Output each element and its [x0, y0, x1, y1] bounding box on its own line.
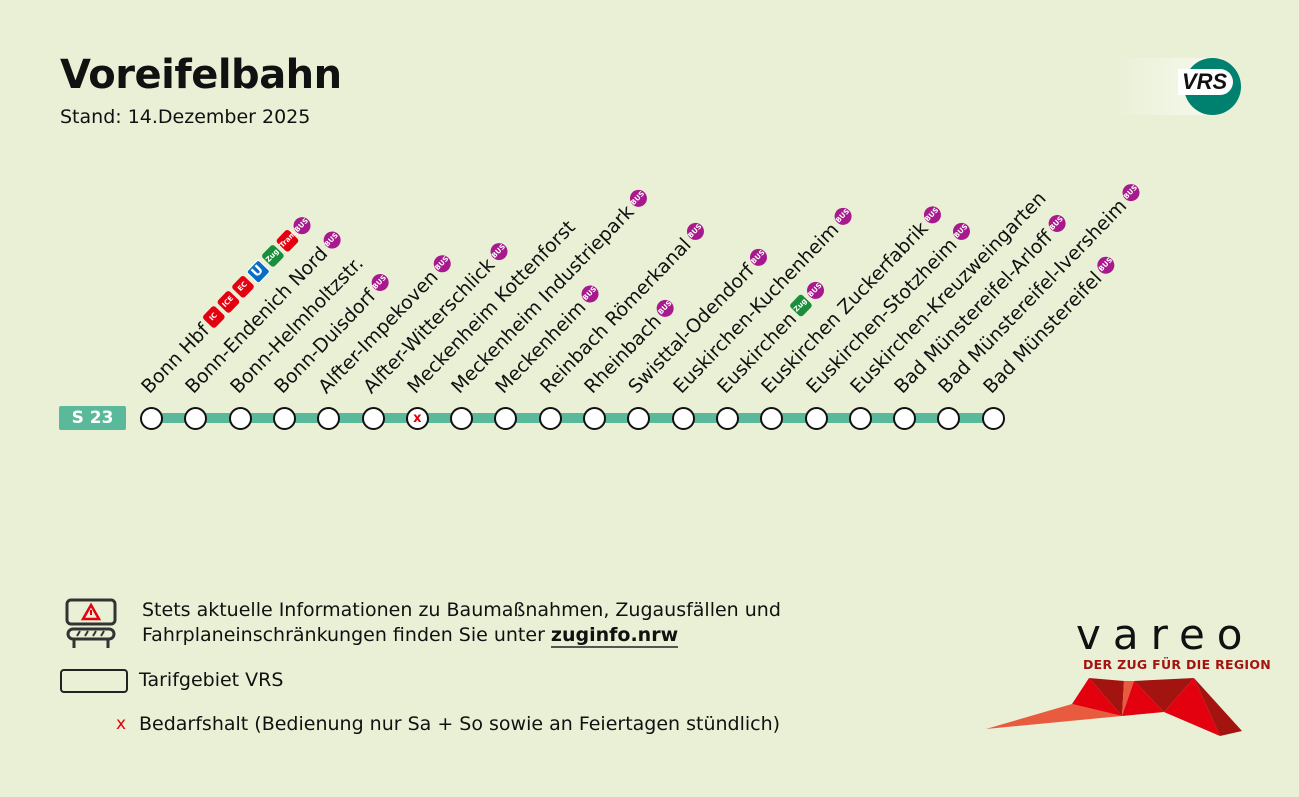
station-stop[interactable]	[893, 407, 917, 430]
station-stop[interactable]	[538, 407, 562, 430]
page-title: Voreifelbahn	[60, 52, 342, 98]
request-stop-symbol: x	[116, 714, 127, 734]
station-stop[interactable]	[272, 407, 296, 430]
info-text: Stets aktuelle Informationen zu Baumaßna…	[142, 598, 781, 648]
bus-icon: BUS	[430, 251, 455, 276]
zuginfo-link[interactable]: zuginfo.nrw	[550, 624, 679, 648]
station-stop[interactable]	[981, 407, 1005, 430]
info-line-2: Fahrplaneinschränkungen finden Sie unter	[142, 624, 551, 646]
vareo-logo: vareo	[1076, 610, 1255, 659]
station-stop[interactable]	[804, 407, 828, 430]
station-stop[interactable]	[494, 407, 518, 430]
station-stop[interactable]	[671, 407, 695, 430]
vareo-tagline: DER ZUG FÜR DIE REGION	[1083, 657, 1272, 672]
station-stop[interactable]	[361, 407, 385, 430]
bus-icon: BUS	[1119, 180, 1144, 205]
station-stop[interactable]	[627, 407, 651, 430]
station-stop[interactable]	[450, 407, 474, 430]
station-stop[interactable]	[937, 407, 961, 430]
route-track	[151, 413, 992, 423]
vrs-logo-text: VRS	[1178, 69, 1234, 95]
info-line-1: Stets aktuelle Informationen zu Baumaßna…	[142, 599, 781, 621]
bus-icon: BUS	[578, 281, 603, 306]
station-stop[interactable]	[184, 407, 208, 430]
request-stop-legend-label: Bedarfshalt (Bedienung nur Sa + So sowie…	[139, 713, 781, 735]
station-stop[interactable]	[140, 407, 163, 430]
vrs-logo: VRS	[1112, 58, 1241, 115]
tarif-zone-symbol	[60, 669, 128, 693]
station-stop[interactable]	[760, 407, 784, 430]
date-subtitle: Stand: 14.Dezember 2025	[60, 106, 311, 128]
station-stop[interactable]	[848, 407, 872, 430]
vareo-mountain-graphic	[986, 678, 1242, 736]
bus-icon: BUS	[746, 245, 771, 270]
station-stop[interactable]	[317, 407, 341, 430]
construction-warning-icon	[65, 598, 117, 648]
tarif-legend-label: Tarifgebiet VRS	[139, 669, 284, 691]
line-badge: S 23	[59, 406, 126, 430]
station-stop[interactable]	[715, 407, 739, 430]
station-stop[interactable]: x	[405, 407, 429, 430]
station-stop[interactable]	[583, 407, 606, 430]
station-stop[interactable]	[228, 407, 252, 430]
